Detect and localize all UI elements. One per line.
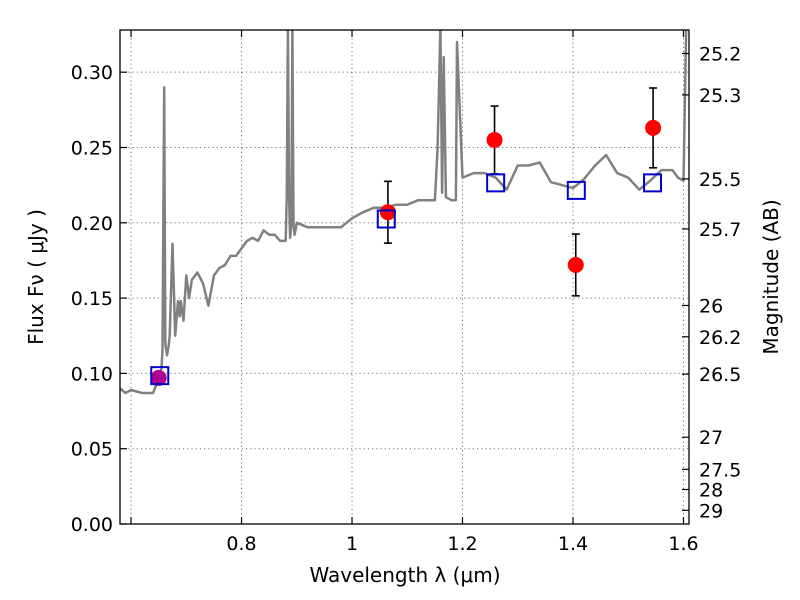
mag-tick-label: 25.5 [699,169,741,191]
photometry-points [150,119,662,386]
model-band-square [150,366,170,386]
y-tick-label: 0.00 [71,514,113,536]
right-axis-label: Magnitude (AB) [759,199,783,354]
y-tick-label: 0.15 [71,288,113,310]
mag-tick-label: 26.5 [699,364,741,386]
x-tick-label: 0.8 [226,533,256,555]
mag-tick-label: 26 [699,295,723,317]
y-tick-label: 0.05 [71,439,113,461]
model-band-square [566,180,586,200]
x-tick-label: 1.6 [668,533,698,555]
mag-tick-label: 25.3 [699,85,741,107]
model-band-fluxes [150,173,663,386]
plot-frame [119,29,690,525]
photometry-point [645,119,662,136]
model-band-square [643,173,663,193]
photometry-point [150,369,167,386]
model-band-square [486,173,506,193]
photometry-point [379,204,396,221]
y-axis-label: Flux Fν ( μJy ) [24,209,48,345]
ticks: 0.8 1 1.2 1.4 1.6 0.00 0.05 0.10 0.15 0.20 0.25 0.3… [71,30,741,555]
model-band-square [376,209,396,229]
photometry-point [567,256,584,273]
mag-tick-label: 26.2 [699,327,741,349]
mag-tick-label: 28 [699,480,723,502]
mag-tick-label: 25.2 [699,43,741,65]
mag-tick-label: 25.7 [699,219,741,241]
error-bars [383,87,658,297]
photometry-point [486,131,503,148]
mag-tick-label: 27.5 [699,459,741,481]
y-tick-label: 0.30 [71,62,113,84]
y-tick-label: 0.10 [71,363,113,385]
y-tick-label: 0.20 [71,213,113,235]
x-tick-label: 1.4 [558,533,588,555]
x-tick-label: 1 [346,533,358,555]
model-spectrum [120,30,688,395]
x-axis-label: Wavelength λ (μm) [309,563,500,587]
mag-tick-label: 27 [699,427,723,449]
y-tick-label: 0.25 [71,137,113,159]
grid [120,30,689,525]
x-tick-label: 1.2 [447,533,477,555]
spectrum-line [120,30,688,395]
mag-tick-label: 29 [699,500,723,522]
